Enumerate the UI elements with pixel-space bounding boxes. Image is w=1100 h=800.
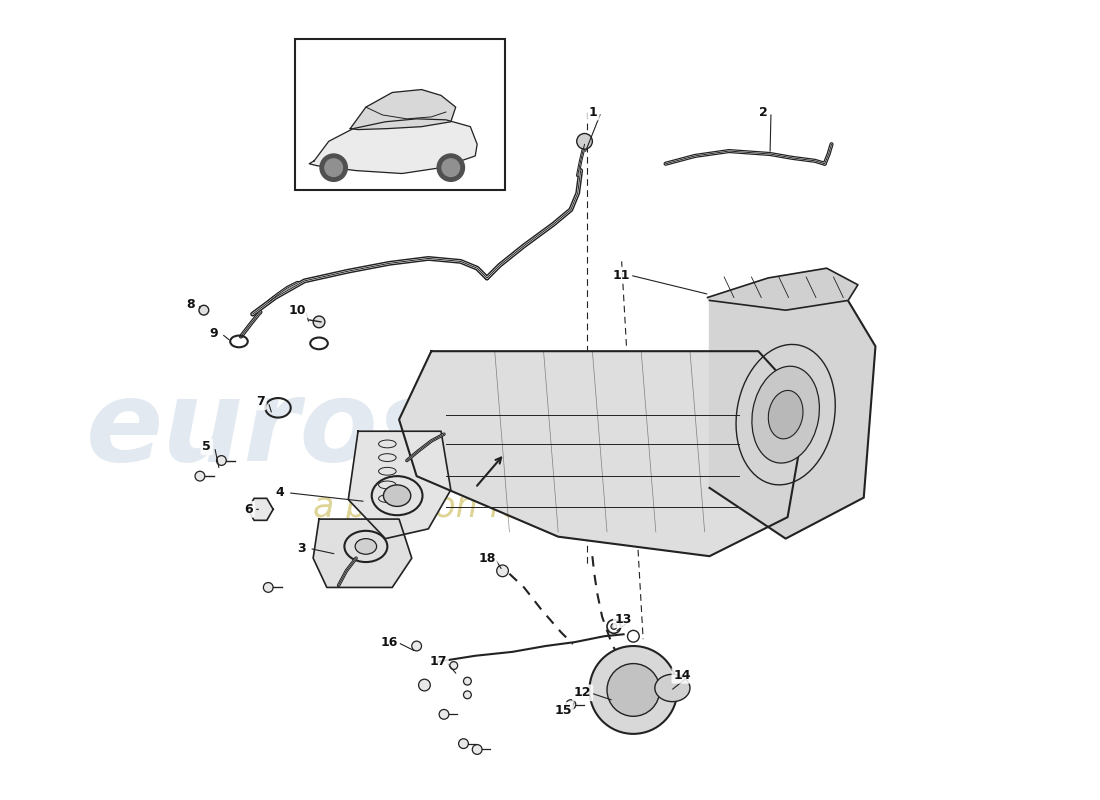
Circle shape	[566, 700, 575, 710]
Circle shape	[419, 679, 430, 691]
Circle shape	[263, 582, 273, 592]
Circle shape	[450, 662, 458, 670]
Circle shape	[463, 691, 471, 698]
Circle shape	[437, 154, 464, 182]
Text: 5: 5	[202, 440, 211, 454]
Text: 3: 3	[297, 542, 306, 555]
Text: 2: 2	[759, 106, 768, 118]
Circle shape	[607, 620, 620, 634]
Circle shape	[217, 456, 227, 466]
Circle shape	[314, 316, 324, 328]
Text: 7: 7	[256, 395, 265, 409]
Circle shape	[610, 623, 617, 630]
Circle shape	[497, 565, 508, 577]
Circle shape	[195, 471, 205, 481]
Text: 10: 10	[289, 304, 306, 317]
Circle shape	[439, 710, 449, 719]
Ellipse shape	[384, 485, 410, 506]
Text: 11: 11	[613, 269, 630, 282]
Circle shape	[411, 641, 421, 651]
Text: 15: 15	[554, 704, 572, 717]
Text: 16: 16	[381, 636, 398, 649]
Polygon shape	[707, 268, 858, 310]
Circle shape	[627, 630, 639, 642]
Ellipse shape	[654, 674, 690, 702]
Bar	[295, 38, 505, 190]
Text: 6: 6	[244, 503, 253, 516]
Circle shape	[442, 159, 460, 177]
Text: 4: 4	[276, 486, 284, 499]
Text: 9: 9	[209, 327, 218, 340]
Circle shape	[590, 646, 678, 734]
Ellipse shape	[355, 538, 376, 554]
Circle shape	[472, 745, 482, 754]
Circle shape	[607, 663, 660, 716]
Circle shape	[459, 738, 469, 749]
Circle shape	[463, 678, 471, 685]
Polygon shape	[309, 119, 477, 174]
Circle shape	[324, 159, 342, 177]
Text: 13: 13	[615, 613, 632, 626]
Polygon shape	[710, 298, 876, 538]
Circle shape	[320, 154, 348, 182]
Text: 12: 12	[574, 686, 592, 699]
Ellipse shape	[752, 366, 820, 463]
Polygon shape	[399, 351, 807, 556]
Text: 8: 8	[186, 298, 195, 311]
Text: a passion for excellence 1985: a passion for excellence 1985	[314, 490, 833, 524]
Circle shape	[576, 134, 593, 149]
Text: 14: 14	[673, 669, 691, 682]
Text: 1: 1	[588, 106, 597, 118]
Polygon shape	[349, 431, 451, 538]
Text: 17: 17	[429, 655, 447, 668]
Polygon shape	[314, 519, 411, 587]
Ellipse shape	[768, 390, 803, 439]
Text: eurospares: eurospares	[86, 374, 806, 485]
Text: 18: 18	[478, 552, 496, 565]
Circle shape	[199, 306, 209, 315]
Polygon shape	[350, 90, 455, 130]
Polygon shape	[248, 498, 273, 520]
